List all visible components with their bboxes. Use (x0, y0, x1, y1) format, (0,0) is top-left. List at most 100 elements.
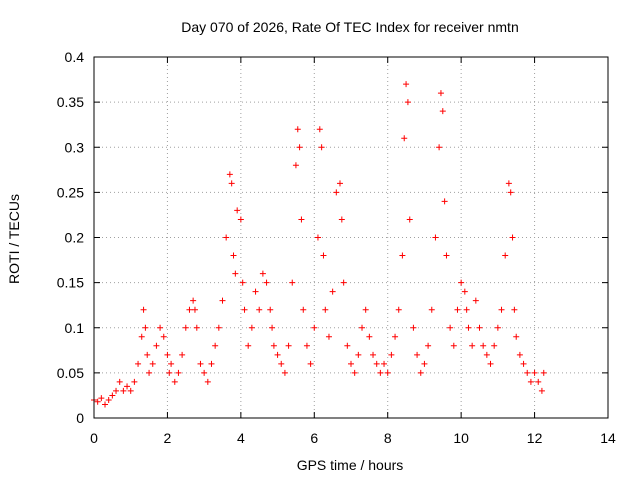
data-point (461, 288, 468, 295)
data-point (285, 342, 292, 349)
data-point (292, 162, 299, 169)
data-point (298, 216, 305, 223)
data-point (502, 252, 509, 259)
data-point (540, 369, 547, 376)
data-point (509, 234, 516, 241)
x-axis-ticks: 0 2 4 6 8 10 12 14 (90, 57, 616, 446)
data-point (404, 99, 411, 106)
y-tick-label: 0.15 (57, 275, 84, 291)
chart-title: Day 070 of 2026, Rate Of TEC Index for r… (181, 19, 518, 35)
data-point (190, 297, 197, 304)
y-tick-label: 0.4 (65, 49, 85, 65)
data-point (483, 351, 490, 358)
data-point (160, 333, 167, 340)
x-axis-label: GPS time / hours (297, 457, 404, 473)
y-axis-ticks: 0 0.05 0.1 0.15 0.2 0.25 0.3 0.35 0.4 (57, 49, 608, 426)
data-point (494, 324, 501, 331)
data-point (270, 342, 277, 349)
data-point (437, 90, 444, 97)
y-tick-label: 0.3 (65, 139, 85, 155)
data-point (498, 306, 505, 313)
data-point (370, 351, 377, 358)
x-tick-label: 4 (237, 430, 245, 446)
data-point (392, 333, 399, 340)
data-point (447, 324, 454, 331)
x-tick-label: 14 (600, 430, 616, 446)
data-points (91, 81, 547, 408)
data-point (140, 306, 147, 313)
y-tick-label: 0.05 (57, 365, 84, 381)
data-point (175, 369, 182, 376)
data-point (329, 288, 336, 295)
x-tick-label: 12 (527, 430, 543, 446)
data-point (388, 351, 395, 358)
data-point (476, 324, 483, 331)
data-point (102, 401, 109, 408)
data-point (535, 378, 542, 385)
data-point (168, 360, 175, 367)
data-point (338, 216, 345, 223)
data-point (366, 333, 373, 340)
data-point (472, 297, 479, 304)
data-point (259, 270, 266, 277)
data-point (417, 369, 424, 376)
data-point (127, 387, 134, 394)
data-point (454, 306, 461, 313)
data-point (239, 279, 246, 286)
data-point (208, 360, 215, 367)
data-point (120, 387, 127, 394)
data-point (193, 324, 200, 331)
data-point (425, 342, 432, 349)
data-point (256, 306, 263, 313)
data-point (138, 333, 145, 340)
data-point (362, 306, 369, 313)
data-point (524, 369, 531, 376)
data-point (487, 360, 494, 367)
data-point (377, 369, 384, 376)
data-point (212, 342, 219, 349)
data-point (491, 342, 498, 349)
data-point (201, 369, 208, 376)
data-point (340, 279, 347, 286)
data-point (381, 360, 388, 367)
y-tick-label: 0.1 (65, 320, 85, 336)
grid-lines (94, 57, 608, 418)
y-tick-label: 0.35 (57, 94, 84, 110)
data-point (314, 234, 321, 241)
data-point (144, 351, 151, 358)
y-tick-label: 0.2 (65, 230, 85, 246)
data-point (153, 342, 160, 349)
data-point (263, 279, 270, 286)
data-point (109, 392, 116, 399)
data-point (197, 360, 204, 367)
data-point (219, 297, 226, 304)
data-point (166, 369, 173, 376)
data-point (157, 324, 164, 331)
data-point (226, 171, 233, 178)
data-point (289, 279, 296, 286)
data-point (269, 324, 276, 331)
data-point (124, 383, 131, 390)
data-point (294, 126, 301, 133)
data-point (458, 279, 465, 286)
data-point (322, 306, 329, 313)
data-point (520, 360, 527, 367)
data-point (237, 216, 244, 223)
data-point (333, 189, 340, 196)
x-tick-label: 10 (453, 430, 469, 446)
data-point (410, 324, 417, 331)
data-point (527, 378, 534, 385)
data-point (296, 144, 303, 151)
data-point (320, 252, 327, 259)
data-point (480, 342, 487, 349)
data-point (336, 180, 343, 187)
data-point (149, 360, 156, 367)
data-point (348, 360, 354, 367)
data-point (465, 324, 472, 331)
data-point (252, 288, 259, 295)
data-point (428, 306, 435, 313)
data-point (469, 342, 476, 349)
data-point (223, 234, 230, 241)
data-point (373, 360, 380, 367)
